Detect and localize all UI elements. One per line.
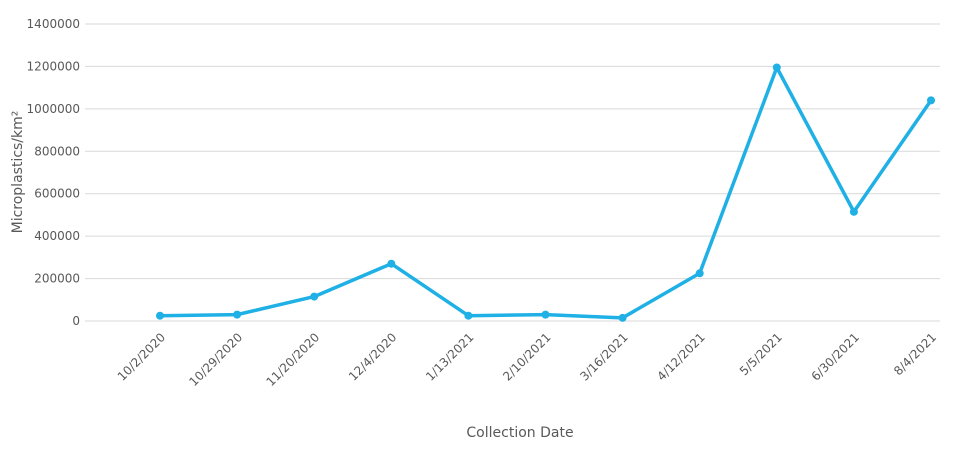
data-point [310,292,319,301]
x-tick-label: 3/16/2021 [577,330,630,383]
x-tick-label: 11/20/2020 [264,330,323,389]
y-tick-label: 1000000 [27,102,80,116]
y-tick-label: 400000 [34,229,80,243]
x-tick-label: 2/10/2021 [500,330,553,383]
data-point [618,313,627,322]
x-axis-title: Collection Date [466,425,573,441]
data-point [772,63,781,72]
x-tick-label: 6/30/2021 [809,330,862,383]
data-point [927,96,935,105]
x-tick-label: 4/12/2021 [654,330,707,383]
y-tick-label: 600000 [34,187,80,201]
data-line [159,65,933,320]
data-point [156,311,164,320]
x-tick-label: 1/13/2021 [423,330,476,383]
data-point [695,269,704,278]
y-tick-label: 0 [72,314,80,328]
data-point [387,259,396,268]
y-tick-label: 800000 [34,144,80,158]
x-tick-label: 10/29/2020 [186,330,245,389]
data-point [233,310,242,319]
data-point [849,207,858,216]
y-tick-label: 1400000 [27,17,80,31]
x-tick-label: 10/2/2020 [115,330,168,383]
data-point [464,311,473,320]
x-tick-label: 8/4/2021 [891,330,939,378]
y-tick-label: 1200000 [27,59,80,73]
x-tick-label: 12/4/2020 [346,330,399,383]
y-tick-label: 200000 [34,272,80,286]
y-axis-title: Microplastics/km² [10,111,26,234]
data-point [541,310,550,319]
x-tick-label: 5/5/2021 [737,330,785,378]
